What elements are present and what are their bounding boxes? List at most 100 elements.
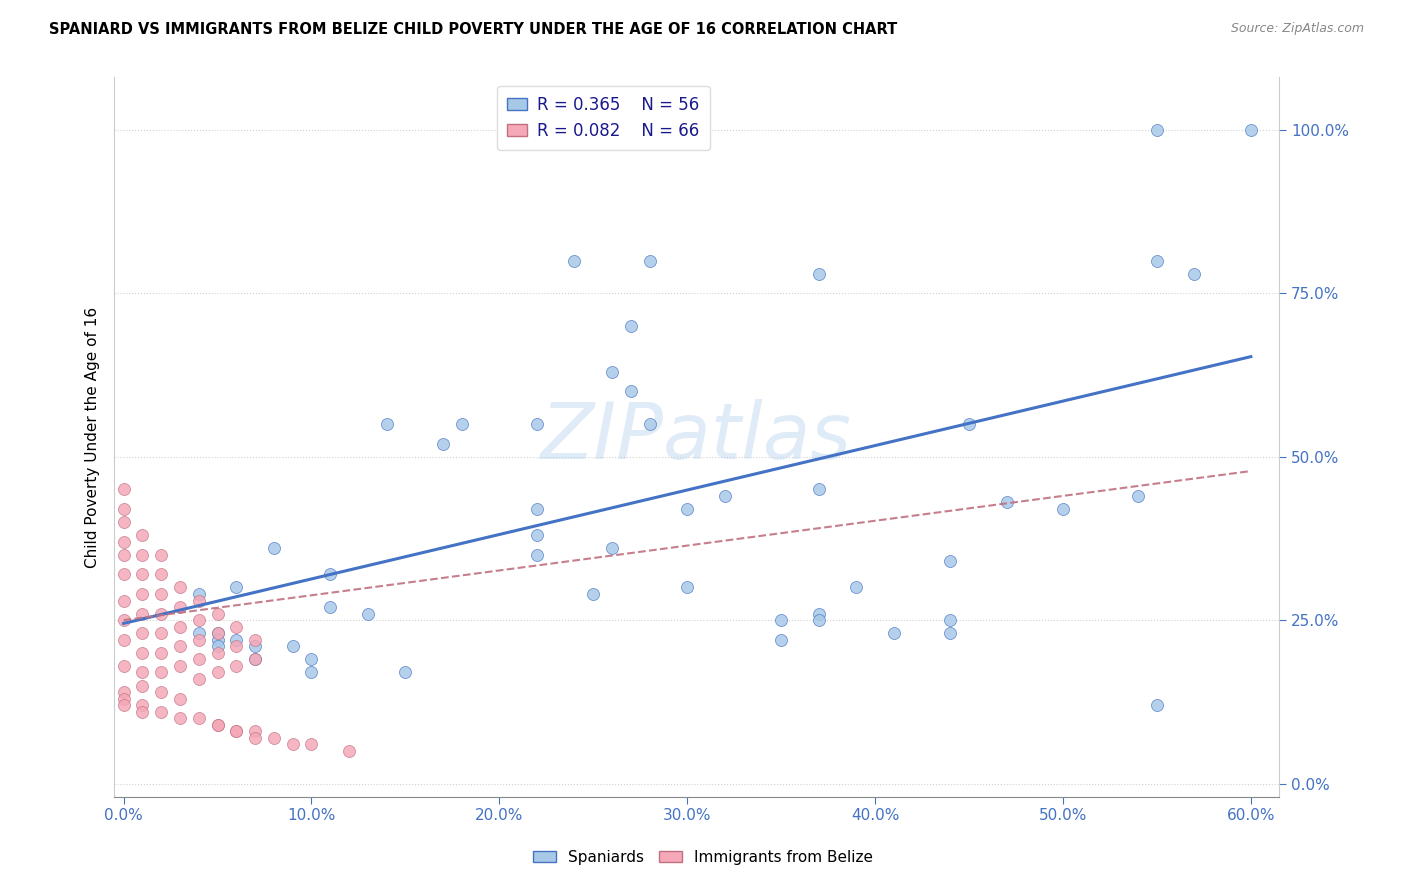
Point (187, 652, 209, 666)
Point (187, 613, 209, 627)
Point (131, 528, 153, 542)
Point (112, 515, 135, 529)
Point (713, 489, 735, 503)
Text: ZIPatlas: ZIPatlas (541, 399, 852, 475)
Point (150, 607, 173, 621)
Point (112, 632, 135, 647)
Point (207, 607, 229, 621)
Point (638, 253, 661, 268)
Point (301, 665, 323, 680)
Text: Source: ZipAtlas.com: Source: ZipAtlas.com (1230, 22, 1364, 36)
Point (281, 640, 304, 654)
Point (112, 593, 135, 607)
Point (375, 417, 398, 431)
Point (131, 607, 153, 621)
Point (150, 548, 173, 562)
Point (1146, 698, 1168, 713)
Point (150, 665, 173, 680)
Point (225, 659, 247, 673)
Point (131, 705, 153, 719)
Point (207, 640, 229, 654)
Point (207, 718, 229, 732)
Point (243, 632, 266, 647)
Point (169, 620, 191, 634)
Point (169, 581, 191, 595)
Point (526, 417, 548, 431)
Point (225, 724, 247, 739)
Point (526, 528, 548, 542)
Point (131, 587, 153, 601)
Point (337, 744, 360, 758)
Point (1126, 489, 1149, 503)
Point (638, 417, 661, 431)
Point (131, 567, 153, 582)
Point (187, 711, 209, 725)
Point (526, 548, 548, 562)
Point (131, 548, 153, 562)
Point (169, 691, 191, 706)
Point (187, 626, 209, 640)
Y-axis label: Child Poverty Under the Age of 16: Child Poverty Under the Age of 16 (86, 307, 100, 567)
Point (939, 554, 962, 568)
Point (169, 640, 191, 654)
Point (225, 640, 247, 654)
Point (1146, 122, 1168, 136)
Legend: R = 0.365    N = 56, R = 0.082    N = 66: R = 0.365 N = 56, R = 0.082 N = 66 (498, 86, 710, 150)
Point (207, 626, 229, 640)
Point (169, 711, 191, 725)
Text: SPANIARD VS IMMIGRANTS FROM BELIZE CHILD POVERTY UNDER THE AGE OF 16 CORRELATION: SPANIARD VS IMMIGRANTS FROM BELIZE CHILD… (49, 22, 897, 37)
Point (995, 495, 1018, 509)
Point (131, 665, 153, 680)
Point (207, 626, 229, 640)
Point (243, 652, 266, 666)
Point (770, 613, 793, 627)
Point (770, 632, 793, 647)
Point (676, 502, 699, 516)
Point (281, 737, 304, 751)
Point (112, 698, 135, 713)
Point (1146, 253, 1168, 268)
Point (150, 587, 173, 601)
Point (263, 541, 285, 556)
Point (319, 567, 342, 582)
Point (112, 534, 135, 549)
Point (187, 672, 209, 686)
Point (939, 613, 962, 627)
Point (225, 724, 247, 739)
Point (225, 632, 247, 647)
Point (112, 685, 135, 699)
Point (807, 483, 830, 497)
Point (187, 587, 209, 601)
Point (150, 685, 173, 699)
Point (187, 632, 209, 647)
Point (112, 691, 135, 706)
Point (883, 626, 905, 640)
Point (301, 652, 323, 666)
Point (225, 581, 247, 595)
Point (600, 541, 623, 556)
Point (207, 665, 229, 680)
Point (845, 581, 868, 595)
Point (169, 659, 191, 673)
Point (263, 731, 285, 745)
Point (526, 502, 548, 516)
Point (357, 607, 380, 621)
Point (243, 652, 266, 666)
Point (112, 613, 135, 627)
Point (112, 502, 135, 516)
Point (564, 253, 586, 268)
Point (807, 613, 830, 627)
Point (150, 567, 173, 582)
Point (131, 626, 153, 640)
Point (243, 640, 266, 654)
Point (450, 417, 472, 431)
Point (1184, 267, 1206, 281)
Point (394, 665, 416, 680)
Point (957, 417, 980, 431)
Point (112, 483, 135, 497)
Point (207, 646, 229, 660)
Point (939, 626, 962, 640)
Point (600, 365, 623, 379)
Point (301, 737, 323, 751)
Point (112, 659, 135, 673)
